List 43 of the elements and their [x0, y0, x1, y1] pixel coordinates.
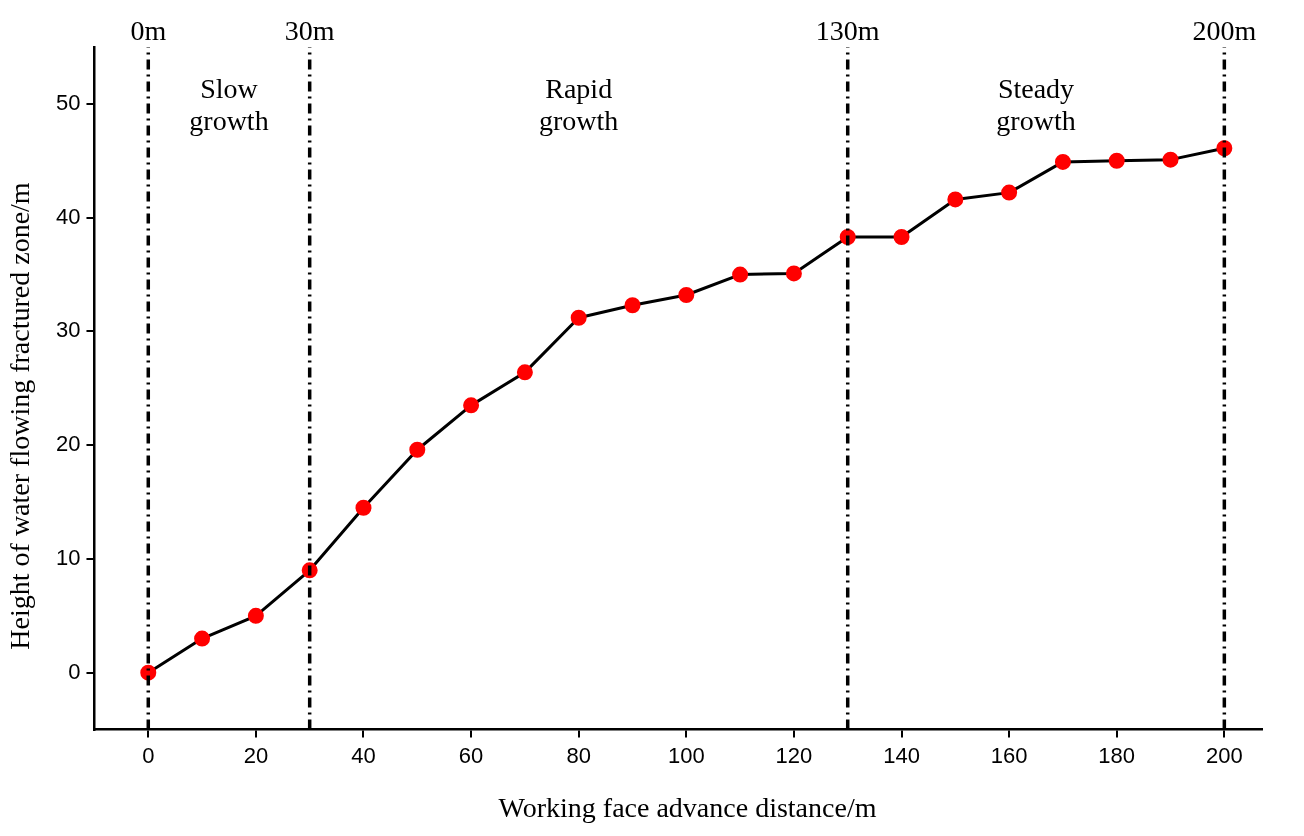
- x-axis-title: Working face advance distance/m: [497, 792, 878, 824]
- y-tick-label: 40: [55, 203, 81, 229]
- ref-line-label: 130m: [815, 15, 880, 47]
- x-tick-label: 160: [990, 742, 1028, 768]
- x-tick-label: 200: [1205, 742, 1243, 768]
- point: [1108, 152, 1125, 169]
- x-tick-label: 120: [775, 742, 813, 768]
- point: [893, 228, 910, 245]
- ref-line-label: 200m: [1192, 15, 1257, 47]
- ref-line-label: 30m: [284, 15, 335, 47]
- annotation: Rapid growth: [539, 73, 619, 137]
- point: [355, 499, 372, 516]
- point: [732, 266, 749, 283]
- point: [1162, 151, 1179, 168]
- point: [947, 191, 964, 208]
- x-tick-label: 40: [351, 742, 376, 768]
- x-tick-label: 20: [243, 742, 269, 768]
- point: [624, 297, 641, 314]
- y-tick-label: 20: [55, 431, 81, 457]
- point: [463, 397, 480, 414]
- point: [785, 265, 802, 282]
- x-tick-label: 80: [566, 742, 591, 768]
- point: [409, 441, 426, 458]
- x-tick-label: 100: [667, 742, 705, 768]
- y-tick-label: 10: [55, 545, 81, 571]
- point: [516, 364, 533, 381]
- x-tick-label: 0: [142, 742, 155, 768]
- y-tick-label: 50: [55, 89, 81, 115]
- y-axis-title: Height of water flowing fractured zone/m: [4, 181, 36, 652]
- annotation: Slow growth: [189, 73, 269, 137]
- annotation: Steady growth: [996, 73, 1076, 137]
- point: [1054, 153, 1071, 170]
- point: [1001, 184, 1018, 201]
- point: [570, 309, 587, 326]
- y-tick-label: 30: [55, 317, 81, 343]
- x-tick-label: 60: [458, 742, 484, 768]
- point: [194, 630, 211, 647]
- x-tick-label: 140: [883, 742, 920, 768]
- y-tick-label: 0: [68, 658, 81, 684]
- x-tick-label: 180: [1098, 742, 1136, 768]
- point: [247, 607, 264, 624]
- ref-line-label: 0m: [130, 15, 167, 47]
- point: [678, 287, 695, 304]
